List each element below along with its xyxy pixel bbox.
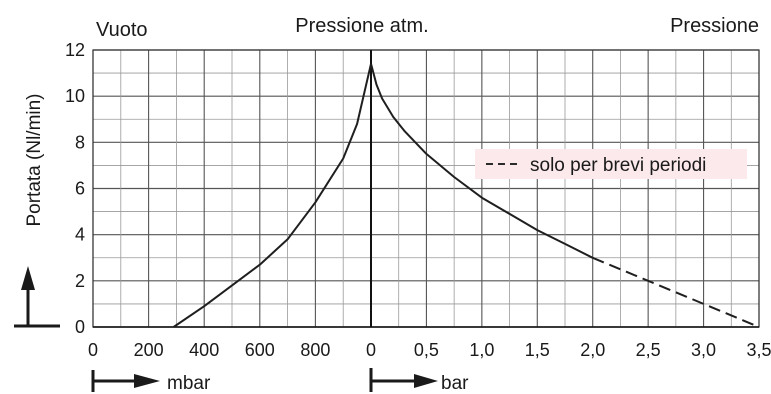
flow-curve-pressure-dashed	[592, 256, 760, 328]
x-tick-label-mbar: 800	[300, 340, 330, 360]
bar-direction-arrow	[369, 368, 438, 392]
header-pressure-label: Pressione	[670, 15, 759, 37]
x-tick-label-bar: 2,0	[580, 340, 605, 360]
x-tick-label-bar: 1,0	[469, 340, 494, 360]
curve-layer	[173, 63, 760, 328]
y-axis-title: Portata (Nl/min)	[24, 93, 45, 226]
x-tick-label-bar: 2,5	[636, 340, 661, 360]
x-tick-label-mbar: 0	[88, 340, 98, 360]
flow-curve-vacuum	[173, 63, 372, 328]
tick-layer: 0 2 4 6 8 10 12 0 200 400 600 800 0 0,5 1,0 1,5 2,0 2,5 3,…	[65, 40, 771, 360]
y-axis-arrow	[14, 266, 60, 328]
y-tick-label: 10	[65, 86, 85, 106]
mbar-unit-label: mbar	[167, 373, 211, 394]
mbar-direction-arrow	[91, 370, 160, 392]
header-atm-label: Pressione atm.	[295, 15, 428, 37]
y-tick-label: 12	[65, 40, 85, 60]
y-tick-label: 6	[75, 179, 85, 199]
y-tick-label: 0	[75, 317, 85, 337]
grid-layer	[92, 49, 760, 328]
legend-label: solo per brevi periodi	[530, 155, 706, 176]
y-tick-label: 2	[75, 271, 85, 291]
x-tick-label-bar: 3,0	[691, 340, 716, 360]
x-tick-label-bar: 1,5	[525, 340, 550, 360]
y-tick-label: 4	[75, 225, 85, 245]
header-vacuum-label: Vuoto	[96, 19, 148, 41]
x-tick-label-bar: 0	[366, 340, 376, 360]
x-tick-label-mbar: 400	[189, 340, 219, 360]
legend-background	[475, 149, 747, 179]
flow-curve-pressure	[370, 63, 594, 259]
y-tick-label: 8	[75, 132, 85, 152]
bar-unit-label: bar	[441, 373, 469, 394]
x-tick-label-mbar: 200	[134, 340, 164, 360]
x-tick-label-mbar: 600	[245, 340, 275, 360]
x-tick-label-bar: 3,5	[746, 340, 771, 360]
x-tick-label-bar: 0,5	[414, 340, 439, 360]
